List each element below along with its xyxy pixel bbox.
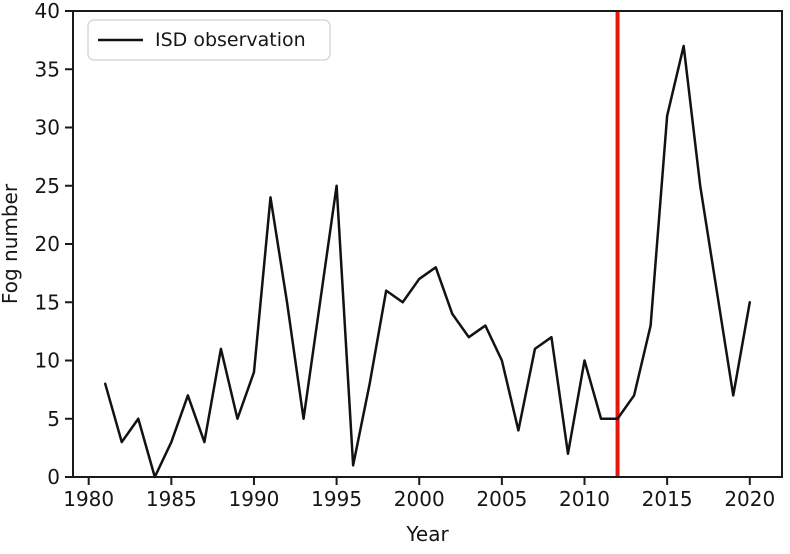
y-tick-label: 35 xyxy=(35,57,60,81)
x-tick-label: 1985 xyxy=(146,487,197,511)
x-tick-label: 1980 xyxy=(63,487,114,511)
y-tick-label: 40 xyxy=(35,0,60,23)
x-tick-label: 2020 xyxy=(724,487,775,511)
x-tick-label: 2000 xyxy=(394,487,445,511)
x-tick-label: 1990 xyxy=(229,487,280,511)
y-tick-label: 15 xyxy=(35,290,60,314)
y-tick-label: 30 xyxy=(35,116,60,140)
x-tick-label: 1995 xyxy=(311,487,362,511)
y-tick-label: 10 xyxy=(35,349,60,373)
x-tick-label: 2015 xyxy=(642,487,693,511)
x-tick-label: 2005 xyxy=(476,487,527,511)
legend-label: ISD observation xyxy=(155,29,306,51)
x-axis-title: Year xyxy=(405,522,449,546)
y-tick-label: 25 xyxy=(35,174,60,198)
y-tick-label: 0 xyxy=(47,465,60,489)
x-tick-label: 2010 xyxy=(559,487,610,511)
y-tick-label: 5 xyxy=(47,407,60,431)
observation-line xyxy=(103,44,752,479)
legend-box xyxy=(87,19,331,61)
y-tick-label: 20 xyxy=(35,232,60,256)
y-axis-title: Fog number xyxy=(0,183,22,304)
